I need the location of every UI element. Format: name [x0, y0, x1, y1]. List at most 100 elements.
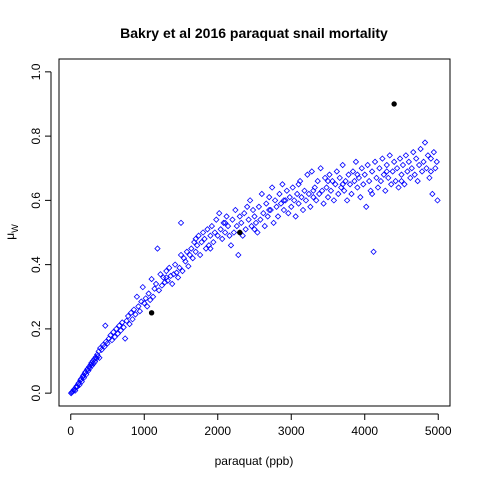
data-point — [126, 320, 133, 328]
data-point — [299, 206, 307, 214]
data-point — [246, 197, 254, 204]
data-point — [285, 210, 292, 217]
data-point — [132, 311, 139, 318]
data-point — [277, 200, 285, 207]
data-point — [380, 171, 388, 178]
data-point — [84, 365, 91, 372]
data-point — [249, 206, 257, 214]
plot-frame — [58, 58, 451, 407]
data-point — [226, 232, 233, 239]
data-point — [144, 303, 151, 310]
data-point — [124, 312, 132, 320]
data-point — [235, 251, 242, 259]
data-point — [188, 245, 195, 252]
data-point — [264, 213, 271, 220]
y-tick-label: 1.0 — [29, 63, 43, 80]
data-point — [376, 165, 383, 172]
data-point — [424, 152, 432, 159]
data-point — [339, 161, 346, 169]
data-point — [263, 200, 270, 207]
data-point — [148, 275, 155, 283]
data-point — [260, 210, 267, 217]
y-axis-label-main: μ — [3, 233, 17, 240]
data-point — [423, 165, 430, 172]
data-point — [245, 216, 252, 223]
data-point — [330, 197, 338, 204]
data-point — [170, 271, 177, 278]
data-point — [392, 177, 399, 185]
data-point — [358, 165, 365, 172]
chart-title: Bakry et al 2016 paraquat snail mortalit… — [120, 25, 388, 41]
data-point — [177, 251, 185, 259]
data-point — [157, 271, 164, 278]
data-point — [368, 190, 376, 198]
y-tick-label: 0.0 — [29, 384, 43, 401]
data-point — [348, 190, 355, 198]
data-point — [368, 168, 376, 175]
data-point — [270, 219, 277, 227]
x-axis: 0 1000 2000 3000 4000 5000 — [67, 413, 452, 438]
data-point — [221, 219, 229, 227]
data-point — [85, 367, 92, 374]
data-point — [415, 161, 423, 169]
data-point — [354, 171, 361, 178]
data-point — [288, 203, 295, 210]
data-point — [318, 187, 326, 194]
data-point — [282, 197, 289, 204]
data-point — [401, 181, 408, 188]
data-point — [327, 187, 335, 194]
data-point — [317, 165, 324, 172]
data-point — [374, 184, 382, 191]
data-point — [257, 216, 264, 223]
data-point — [136, 308, 144, 315]
data-point — [182, 258, 189, 265]
data-point — [310, 193, 317, 201]
data-point — [89, 357, 96, 365]
data-point — [266, 193, 273, 201]
data-point — [261, 222, 268, 230]
data-point — [379, 155, 386, 162]
data-point — [163, 274, 170, 281]
data-point — [233, 222, 241, 230]
data-point — [316, 190, 323, 198]
data-point — [79, 373, 86, 381]
data-point — [169, 280, 176, 288]
data-point — [242, 226, 249, 233]
data-point — [107, 332, 114, 339]
x-tick-label: 3000 — [278, 424, 305, 438]
data-point — [252, 219, 260, 227]
data-point — [351, 177, 358, 185]
data-point — [101, 343, 108, 350]
data-point — [395, 184, 402, 191]
data-point — [96, 354, 103, 361]
data-point — [255, 203, 263, 210]
data-point — [208, 222, 216, 230]
data-point — [177, 219, 185, 227]
data-point — [433, 158, 440, 165]
x-tick-label: 2000 — [204, 424, 231, 438]
data-point — [364, 161, 371, 169]
data-point — [388, 181, 395, 188]
data-point — [221, 229, 229, 236]
data-point — [385, 174, 392, 182]
data-point — [167, 272, 174, 280]
data-point — [267, 206, 274, 214]
data-point — [155, 287, 163, 294]
data-point — [357, 193, 364, 201]
data-point — [339, 181, 346, 188]
data-point — [333, 168, 340, 175]
data-point — [301, 187, 308, 194]
data-point — [218, 235, 226, 243]
data-point — [289, 184, 296, 191]
data-point — [158, 282, 166, 289]
data-point — [411, 171, 418, 178]
data-point — [104, 340, 111, 347]
data-point — [236, 213, 243, 220]
data-point — [408, 165, 415, 172]
data-point — [224, 222, 232, 230]
data-point — [258, 190, 266, 198]
data-point — [361, 171, 368, 178]
data-point — [141, 300, 148, 307]
data-point — [243, 203, 251, 210]
highlighted-data-point — [391, 101, 397, 107]
